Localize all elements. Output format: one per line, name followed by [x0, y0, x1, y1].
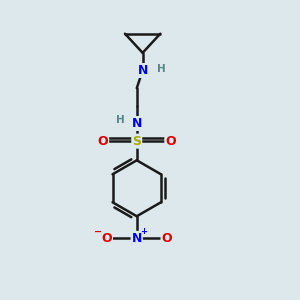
Text: N: N — [132, 117, 142, 130]
Text: O: O — [161, 232, 172, 245]
Text: N: N — [137, 64, 148, 77]
Text: O: O — [101, 232, 112, 245]
Text: H: H — [158, 64, 166, 74]
Text: N: N — [132, 232, 142, 245]
Text: −: − — [94, 227, 102, 237]
Text: S: S — [132, 135, 141, 148]
Text: H: H — [116, 115, 125, 125]
Text: O: O — [98, 135, 108, 148]
Text: O: O — [165, 135, 176, 148]
Text: +: + — [140, 227, 147, 236]
